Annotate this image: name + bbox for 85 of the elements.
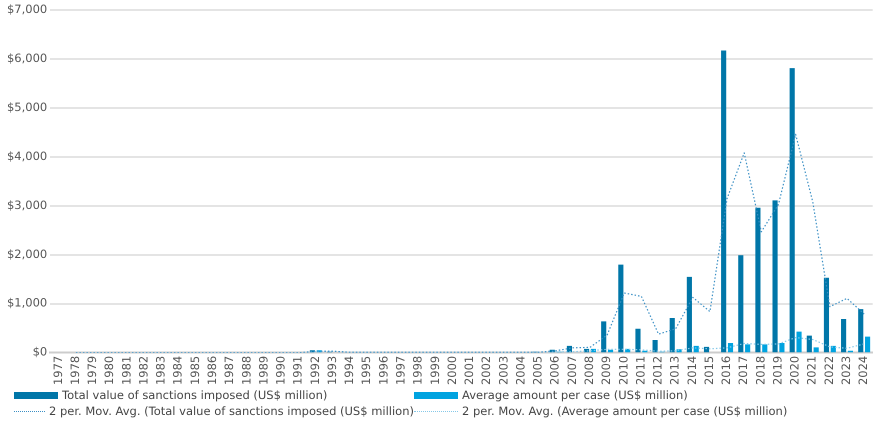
x-tick-label: 1993 (324, 356, 339, 386)
x-tick-label: 2001 (462, 356, 476, 386)
bar (841, 318, 846, 352)
x-tick-label: 2006 (548, 356, 562, 386)
bar (830, 346, 836, 352)
legend-label: Average amount per case (US$ million) (462, 388, 688, 402)
x-tick-label: 1979 (85, 356, 100, 386)
x-tick-label: 1998 (410, 356, 425, 386)
x-tick-label: 2014 (684, 356, 699, 386)
legend-label: Total value of sanctions imposed (US$ million) (62, 388, 328, 402)
x-tick-label: 1991 (290, 356, 305, 386)
y-tick-label: $0 (32, 344, 48, 359)
x-tick-label: 2020 (788, 356, 802, 386)
x-tick-label: 2011 (633, 356, 648, 386)
x-tick-label: 2010 (616, 356, 630, 386)
y-tick-label: $3,000 (6, 198, 48, 212)
y-tick-label: $7,000 (6, 2, 48, 16)
x-tick-label: 2018 (753, 356, 768, 386)
x-tick-label: 1978 (68, 356, 82, 386)
x-tick-label: 1981 (119, 356, 134, 386)
x-tick-label: 1989 (256, 356, 270, 386)
x-tick-label: 2017 (736, 356, 750, 386)
legend-label: 2 per. Mov. Avg. (Total value of sanctions imposed (US$ million) (49, 404, 414, 418)
x-tick-label: 2023 (839, 356, 854, 386)
x-tick-label: 1995 (359, 356, 374, 386)
x-tick-label: 1985 (188, 356, 202, 386)
x-tick-label: 1994 (342, 356, 356, 386)
bar (721, 50, 726, 352)
x-tick-label: 2008 (582, 356, 596, 386)
bar (635, 328, 641, 352)
x-tick-label: 2004 (513, 356, 528, 386)
x-tick-label: 1982 (136, 356, 150, 386)
x-tick-label: 2009 (599, 356, 614, 386)
bar (670, 318, 675, 352)
x-tick-label: 2019 (770, 356, 784, 386)
y-tick-label: $2,000 (6, 246, 48, 261)
bar (755, 208, 760, 352)
x-tick-label: 2003 (496, 356, 510, 386)
x-tick-label: 1986 (205, 356, 220, 386)
line-series (75, 134, 865, 353)
bar (779, 342, 784, 352)
y-tick-label: $1,000 (6, 296, 48, 310)
legend-label: 2 per. Mov. Avg. (Average amount per case (US$ million) (462, 404, 788, 418)
bar (745, 344, 750, 352)
x-tick-label: 2024 (856, 356, 870, 386)
x-tick-label: 1996 (376, 356, 390, 386)
bar (601, 321, 606, 352)
x-tick-label: 2005 (530, 356, 545, 386)
x-tick-label: 1984 (170, 356, 185, 386)
x-tick-label: 1983 (154, 356, 168, 386)
y-tick-label: $5,000 (6, 100, 48, 114)
x-tick-label: 1987 (222, 356, 236, 386)
x-tick-label: 2021 (804, 356, 819, 386)
bar (858, 309, 864, 352)
bar (686, 276, 692, 352)
bar (806, 336, 812, 352)
x-tick-label: 1988 (239, 356, 254, 386)
bar (694, 346, 699, 352)
x-tick-label: 2013 (668, 356, 682, 386)
bar (618, 264, 624, 352)
x-tick-label: 1997 (393, 356, 408, 386)
bar (738, 255, 744, 352)
x-tick-label: 1977 (50, 356, 65, 386)
x-tick-label: 2012 (650, 356, 665, 386)
bar (762, 344, 768, 352)
x-tick-label: 2002 (479, 356, 494, 386)
x-tick-label: 2000 (444, 356, 459, 386)
bar (796, 332, 802, 352)
y-tick-label: $4,000 (6, 148, 48, 163)
bar (772, 200, 778, 352)
x-tick-label: 2007 (564, 356, 579, 386)
x-tick-label: 1980 (102, 356, 116, 386)
x-tick-label: 1990 (274, 356, 288, 386)
x-tick-label: 2016 (719, 356, 734, 386)
x-tick-label: 2015 (702, 356, 716, 386)
bar (814, 347, 819, 352)
bar (652, 340, 658, 352)
bar (865, 336, 870, 352)
bar (824, 278, 830, 352)
bar (728, 342, 734, 352)
bar (790, 68, 795, 352)
y-tick-label: $6,000 (6, 50, 48, 65)
x-tick-label: 2022 (822, 356, 836, 386)
x-tick-label: 1992 (308, 356, 322, 386)
x-tick-label: 1999 (428, 356, 442, 386)
